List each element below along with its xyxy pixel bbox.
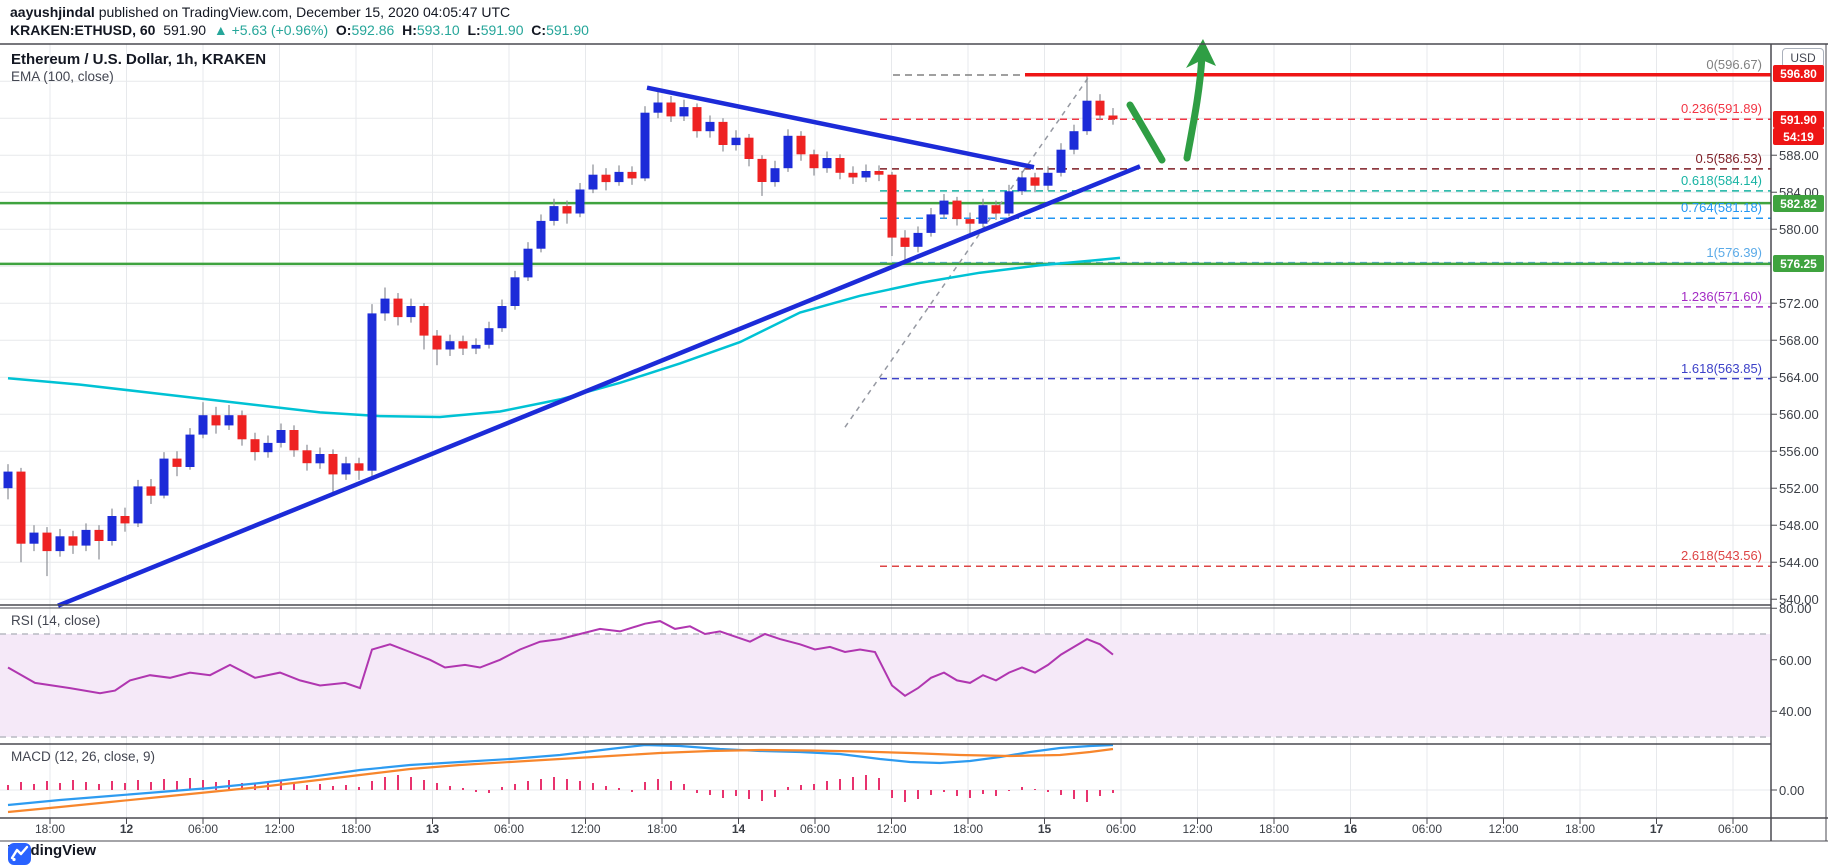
high-label: H: <box>402 22 417 38</box>
ema-indicator-label[interactable]: EMA (100, close) <box>11 69 114 84</box>
macd-signal-line <box>7 747 1114 814</box>
time-axis-label[interactable]: 12 <box>119 822 134 836</box>
triangle-trendlines[interactable] <box>57 85 1141 608</box>
candle-countdown-badge: 54:19 <box>1773 128 1824 145</box>
price-badge: 582.82 <box>1773 195 1824 212</box>
price-badge: 591.90 <box>1773 111 1824 128</box>
macd-line <box>7 743 1114 807</box>
rsi-axis-tick[interactable]: 60.00 <box>1779 653 1812 668</box>
time-axis-label[interactable]: 06:00 <box>493 822 525 836</box>
low-label: L: <box>467 22 481 38</box>
ema-line <box>7 256 1121 419</box>
candles <box>3 76 1118 577</box>
fib-retracement-lines[interactable] <box>880 74 1771 568</box>
time-axis-label[interactable]: 18:00 <box>340 822 372 836</box>
macd-histogram <box>7 775 1114 802</box>
low-value: 591.90 <box>480 22 524 38</box>
byline-text: published on TradingView.com, December 1… <box>94 4 511 20</box>
macd-indicator-label[interactable]: MACD (12, 26, close, 9) <box>11 749 156 764</box>
time-axis-label[interactable]: 15 <box>1037 822 1052 836</box>
time-axis-label[interactable]: 13 <box>425 822 440 836</box>
open-value: 592.86 <box>351 22 395 38</box>
fib-level-label: 0.618(584.14) <box>1681 173 1762 188</box>
symbol-info-bar: KRAKEN:ETHUSD, 60 591.90 ▲ +5.63 (+0.96%… <box>10 22 589 38</box>
fib-level-label: 1(576.39) <box>1706 245 1762 260</box>
time-axis-label[interactable]: 14 <box>731 822 746 836</box>
price-axis-tick[interactable]: 540.00 <box>1779 592 1819 607</box>
last-price: 591.90 <box>163 22 207 38</box>
close-label: C: <box>531 22 547 38</box>
fib-level-label: 1.618(563.85) <box>1681 361 1762 376</box>
byline: aayushjindal published on TradingView.co… <box>10 4 510 20</box>
time-axis-label[interactable]: 18:00 <box>34 822 66 836</box>
open-label: O: <box>335 22 352 38</box>
time-axis-label[interactable]: 06:00 <box>1411 822 1443 836</box>
fib-level-label: 2.618(543.56) <box>1681 548 1762 563</box>
price-axis-tick[interactable]: 548.00 <box>1779 518 1819 533</box>
time-axis-label[interactable]: 12:00 <box>264 822 295 836</box>
time-axis-label[interactable]: 12:00 <box>876 822 907 836</box>
rsi-line <box>7 620 1114 698</box>
price-axis-tick[interactable]: 560.00 <box>1779 407 1819 422</box>
price-badge: 576.25 <box>1773 255 1824 272</box>
time-axis-label[interactable]: 18:00 <box>952 822 984 836</box>
price-axis-tick[interactable]: 588.00 <box>1779 148 1819 163</box>
high-value: 593.10 <box>416 22 460 38</box>
macd-axis-tick[interactable]: 0.00 <box>1779 783 1805 798</box>
tradingview-logo[interactable]: TradingView <box>8 842 96 865</box>
price-axis-tick[interactable]: 556.00 <box>1779 444 1819 459</box>
time-axis-label[interactable]: 16 <box>1343 822 1358 836</box>
time-axis-label[interactable]: 06:00 <box>187 822 219 836</box>
author-name: aayushjindal <box>10 4 95 20</box>
up-arrow[interactable] <box>1183 39 1216 162</box>
time-axis-label[interactable]: 18:00 <box>1258 822 1290 836</box>
price-change: ▲ +5.63 (+0.96%) <box>213 22 329 38</box>
time-axis-label[interactable]: 12:00 <box>1488 822 1519 836</box>
price-badge: 596.80 <box>1773 65 1824 82</box>
time-axis-label[interactable]: 17 <box>1649 822 1664 836</box>
symbol-name: KRAKEN:ETHUSD, 60 <box>10 22 156 38</box>
price-axis-tick[interactable]: 572.00 <box>1779 296 1819 311</box>
rsi-axis-tick[interactable]: 40.00 <box>1779 704 1812 719</box>
time-axis-label[interactable]: 18:00 <box>1564 822 1596 836</box>
time-axis-label[interactable]: 12:00 <box>570 822 601 836</box>
fib-level-label: 0.5(586.53) <box>1695 151 1763 166</box>
price-axis-tick[interactable]: 544.00 <box>1779 555 1819 570</box>
time-axis-label[interactable]: 18:00 <box>646 822 678 836</box>
rsi-axis-tick[interactable]: 80.00 <box>1779 601 1812 616</box>
currency-toggle-button[interactable]: USD <box>1782 48 1824 68</box>
pane-title: Ethereum / U.S. Dollar, 1h, KRAKEN <box>11 51 267 68</box>
price-axis-tick[interactable]: 568.00 <box>1779 333 1819 348</box>
panel-borders <box>0 43 1828 842</box>
time-axis-label[interactable]: 06:00 <box>1105 822 1137 836</box>
time-axis-label[interactable]: 06:00 <box>1717 822 1749 836</box>
price-axis-tick[interactable]: 564.00 <box>1779 370 1819 385</box>
rsi-band <box>0 633 1771 738</box>
price-axis-tick[interactable]: 552.00 <box>1779 481 1819 496</box>
price-axis-tick[interactable]: 580.00 <box>1779 222 1819 237</box>
support-lines[interactable] <box>0 201 1771 266</box>
pullback-arrow[interactable] <box>1126 101 1166 164</box>
tradingview-logo-icon <box>8 843 31 865</box>
fib-level-label: 1.236(571.60) <box>1681 289 1762 304</box>
close-value: 591.90 <box>546 22 589 38</box>
fib-level-label: 0(596.67) <box>1706 57 1762 72</box>
fib-projection-dash <box>844 76 1090 428</box>
time-axis-label[interactable]: 12:00 <box>1182 822 1213 836</box>
time-axis-label[interactable]: 06:00 <box>799 822 831 836</box>
rsi-indicator-label[interactable]: RSI (14, close) <box>11 613 101 628</box>
fib-level-label: 0.764(581.18) <box>1681 200 1762 215</box>
fib-level-label: 0.236(591.89) <box>1681 101 1762 116</box>
